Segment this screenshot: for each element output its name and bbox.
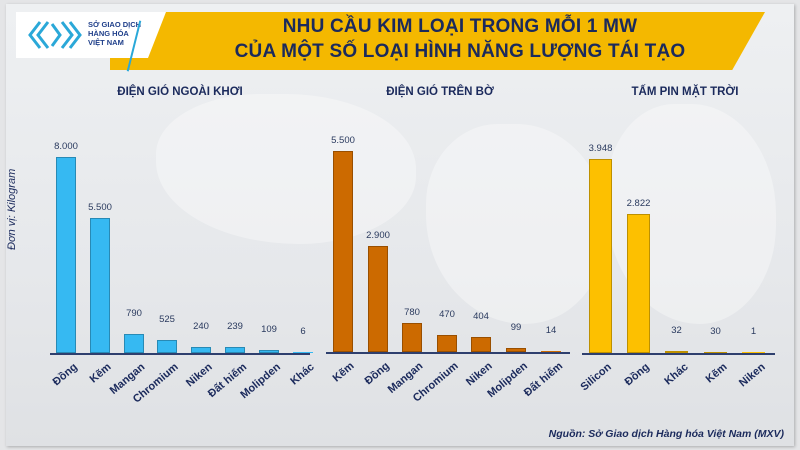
bar bbox=[333, 151, 353, 352]
x-axis-offshore bbox=[50, 353, 310, 355]
bar bbox=[471, 337, 491, 352]
bar bbox=[293, 352, 313, 353]
bar bbox=[225, 347, 245, 353]
logo-text-line: SỞ GIAO DỊCH bbox=[88, 20, 142, 29]
bar-value-label: 240 bbox=[193, 321, 209, 332]
x-axis-onshore bbox=[326, 352, 570, 354]
chart-title-offshore: ĐIỆN GIÓ NGOÀI KHƠI bbox=[117, 86, 243, 98]
bar-value-label: 780 bbox=[404, 307, 420, 318]
bar-value-label: 6 bbox=[300, 326, 306, 337]
bar bbox=[124, 334, 144, 353]
bar-value-label: 239 bbox=[227, 321, 243, 332]
chart-title-solar: TẤM PIN MẶT TRỜI bbox=[631, 86, 739, 98]
bar-value-label: 1 bbox=[750, 326, 757, 337]
bar bbox=[506, 348, 526, 352]
bar-value-label: 470 bbox=[439, 309, 455, 320]
bar-value-label: 525 bbox=[159, 314, 175, 325]
bar-value-label: 404 bbox=[473, 311, 489, 322]
bar-value-label: 3.948 bbox=[588, 143, 613, 154]
logo-text-line: VIỆT NAM bbox=[88, 38, 124, 47]
mxv-logo-icon bbox=[28, 21, 82, 49]
world-map-background bbox=[426, 124, 606, 324]
y-axis-label: Đơn vị: Kilogram bbox=[6, 168, 18, 250]
bar bbox=[259, 350, 279, 353]
page-title: NHU CẦU KIM LOẠI TRONG MỖI 1 MW CỦA MỘT … bbox=[200, 14, 720, 64]
bar bbox=[742, 352, 765, 353]
bar-value-label: 5.500 bbox=[88, 202, 112, 213]
bar-value-label: 109 bbox=[261, 324, 277, 335]
source-note: Nguồn: Sở Giao dịch Hàng hóa Việt Nam (M… bbox=[548, 428, 784, 440]
bar-value-label: 790 bbox=[126, 308, 142, 319]
title-banner bbox=[110, 12, 765, 70]
logo-box bbox=[16, 12, 166, 58]
logo-text-line: HÀNG HÓA bbox=[88, 29, 129, 38]
bar bbox=[665, 351, 688, 353]
bar-value-label: 14 bbox=[545, 325, 557, 336]
bar-value-label: 5.500 bbox=[331, 135, 355, 146]
bar bbox=[437, 335, 457, 352]
title-line-1: NHU CẦU KIM LOẠI TRONG MỖI 1 MW bbox=[282, 16, 638, 37]
bar-value-label: 30 bbox=[710, 326, 721, 337]
bar bbox=[90, 218, 110, 353]
infographic-frame bbox=[6, 4, 794, 446]
chart-title-onshore: ĐIỆN GIÓ TRÊN BỜ bbox=[386, 86, 494, 98]
bar-value-label: 32 bbox=[671, 325, 682, 336]
bar bbox=[627, 214, 650, 353]
bar-value-label: 2.900 bbox=[366, 230, 390, 241]
x-axis-solar bbox=[582, 353, 775, 355]
bar bbox=[368, 246, 388, 352]
bar-value-label: 99 bbox=[510, 322, 522, 333]
bar bbox=[589, 159, 612, 353]
bar bbox=[191, 347, 211, 353]
logo-text: SỞ GIAO DỊCH HÀNG HÓA VIỆT NAM bbox=[88, 20, 141, 47]
bar bbox=[157, 340, 177, 353]
bar bbox=[402, 323, 422, 352]
world-map-background bbox=[156, 94, 416, 244]
bar-value-label: 8.000 bbox=[54, 141, 78, 152]
bar bbox=[56, 157, 76, 353]
bar bbox=[541, 351, 561, 352]
title-line-2: CỦA MỘT SỐ LOẠI HÌNH NĂNG LƯỢNG TÁI TẠO bbox=[234, 41, 686, 62]
bar-value-label: 2.822 bbox=[626, 198, 651, 209]
